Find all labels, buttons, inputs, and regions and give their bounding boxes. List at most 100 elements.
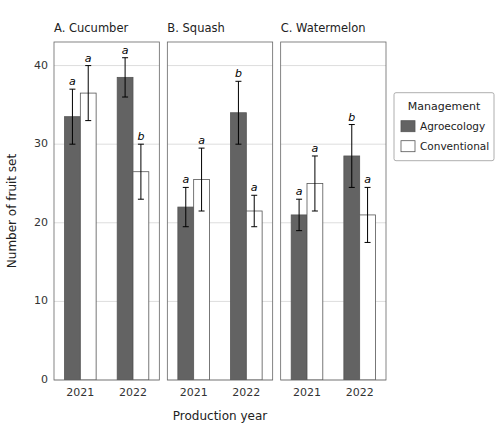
- plot-area: [281, 42, 386, 380]
- panel-title: C. Watermelon: [281, 21, 366, 35]
- error-cap: [235, 81, 241, 82]
- grid-line: [281, 65, 386, 66]
- y-tick-label: 10: [34, 294, 48, 307]
- error-bar: [85, 66, 91, 121]
- panel-title: B. Squash: [167, 21, 224, 35]
- error-bar: [365, 187, 371, 242]
- chart: 0102030402021aa2022abA. CucumberNumber o…: [0, 0, 500, 445]
- error-cap: [183, 226, 189, 227]
- marks: [291, 125, 375, 380]
- plot-area: [54, 42, 159, 380]
- error-line: [88, 66, 89, 121]
- error-cap: [69, 144, 75, 145]
- x-tick-label: 2022: [119, 386, 147, 399]
- labels: 2021aa2022ba: [293, 111, 374, 399]
- bar: [117, 77, 133, 380]
- error-line: [72, 89, 73, 144]
- sig-letter: a: [296, 185, 303, 198]
- error-cap: [138, 199, 144, 200]
- error-line: [185, 187, 186, 226]
- error-cap: [312, 211, 318, 212]
- x-tick-label: 2021: [180, 386, 208, 399]
- panel: 2021aa2022baB. SquashProduction year: [167, 21, 272, 423]
- error-cap: [199, 211, 205, 212]
- x-axis-label: Production year: [173, 409, 267, 423]
- error-cap: [349, 124, 355, 125]
- y-tick-label: 30: [34, 137, 48, 150]
- error-line: [238, 81, 239, 144]
- grid-line: [167, 144, 272, 145]
- y-axis-label: Number of fruit set: [5, 154, 19, 269]
- sig-letter: a: [182, 173, 189, 186]
- panel: 0102030402021aa2022abA. CucumberNumber o…: [5, 21, 159, 399]
- error-bar: [199, 148, 205, 211]
- x-tick-label: 2021: [293, 386, 321, 399]
- sig-letter: b: [137, 130, 144, 143]
- labels: 2021aa2022ab: [66, 44, 147, 399]
- error-cap: [138, 144, 144, 145]
- bar: [231, 113, 247, 380]
- bar: [133, 172, 149, 380]
- marks: [65, 58, 149, 380]
- error-cap: [296, 230, 302, 231]
- error-bar: [69, 89, 75, 144]
- error-cap: [69, 89, 75, 90]
- error-bar: [235, 81, 241, 144]
- error-bar: [251, 195, 257, 226]
- legend: ManagementAgroecologyConventional: [394, 93, 494, 161]
- legend-title: Management: [408, 100, 481, 113]
- error-bar: [296, 199, 302, 230]
- error-line: [125, 58, 126, 97]
- error-cap: [349, 187, 355, 188]
- error-cap: [251, 195, 257, 196]
- x-tick-label: 2022: [346, 386, 374, 399]
- error-line: [140, 144, 141, 199]
- error-cap: [235, 144, 241, 145]
- frame: [281, 42, 386, 380]
- marks: [178, 81, 262, 380]
- bar: [344, 156, 360, 380]
- error-bar: [183, 187, 189, 226]
- y-tick-label: 40: [34, 59, 48, 72]
- legend-label: Agroecology: [420, 120, 485, 132]
- frame: [167, 42, 272, 380]
- frame: [54, 42, 159, 380]
- bar: [65, 117, 81, 380]
- y-tick-label: 0: [41, 373, 48, 386]
- bar: [80, 93, 96, 380]
- error-cap: [312, 155, 318, 156]
- error-line: [367, 187, 368, 242]
- error-line: [201, 148, 202, 211]
- error-cap: [85, 65, 91, 66]
- sig-letter: a: [312, 142, 319, 155]
- sig-letter: a: [251, 181, 258, 194]
- bar: [291, 215, 307, 380]
- bar: [246, 211, 262, 380]
- error-cap: [183, 187, 189, 188]
- sig-letter: a: [69, 75, 76, 88]
- legend-box: [394, 93, 494, 161]
- error-cap: [122, 57, 128, 58]
- error-cap: [365, 187, 371, 188]
- grid-line: [54, 65, 159, 66]
- error-bar: [138, 144, 144, 199]
- panel-title: A. Cucumber: [54, 21, 128, 35]
- error-bar: [122, 58, 128, 97]
- error-line: [254, 195, 255, 226]
- sig-letter: a: [122, 44, 129, 57]
- error-line: [351, 125, 352, 188]
- legend-swatch: [401, 121, 415, 132]
- legend-swatch: [401, 141, 415, 152]
- y-tick-label: 20: [34, 216, 48, 229]
- error-cap: [122, 97, 128, 98]
- error-cap: [296, 199, 302, 200]
- grid-line: [54, 144, 159, 145]
- error-bar: [312, 156, 318, 211]
- sig-letter: b: [235, 67, 242, 80]
- panel: 2021aa2022baC. Watermelon: [281, 21, 386, 399]
- labels: 2021aa2022ba: [180, 67, 261, 399]
- error-cap: [251, 226, 257, 227]
- sig-letter: a: [85, 52, 92, 65]
- error-line: [314, 156, 315, 211]
- error-cap: [365, 242, 371, 243]
